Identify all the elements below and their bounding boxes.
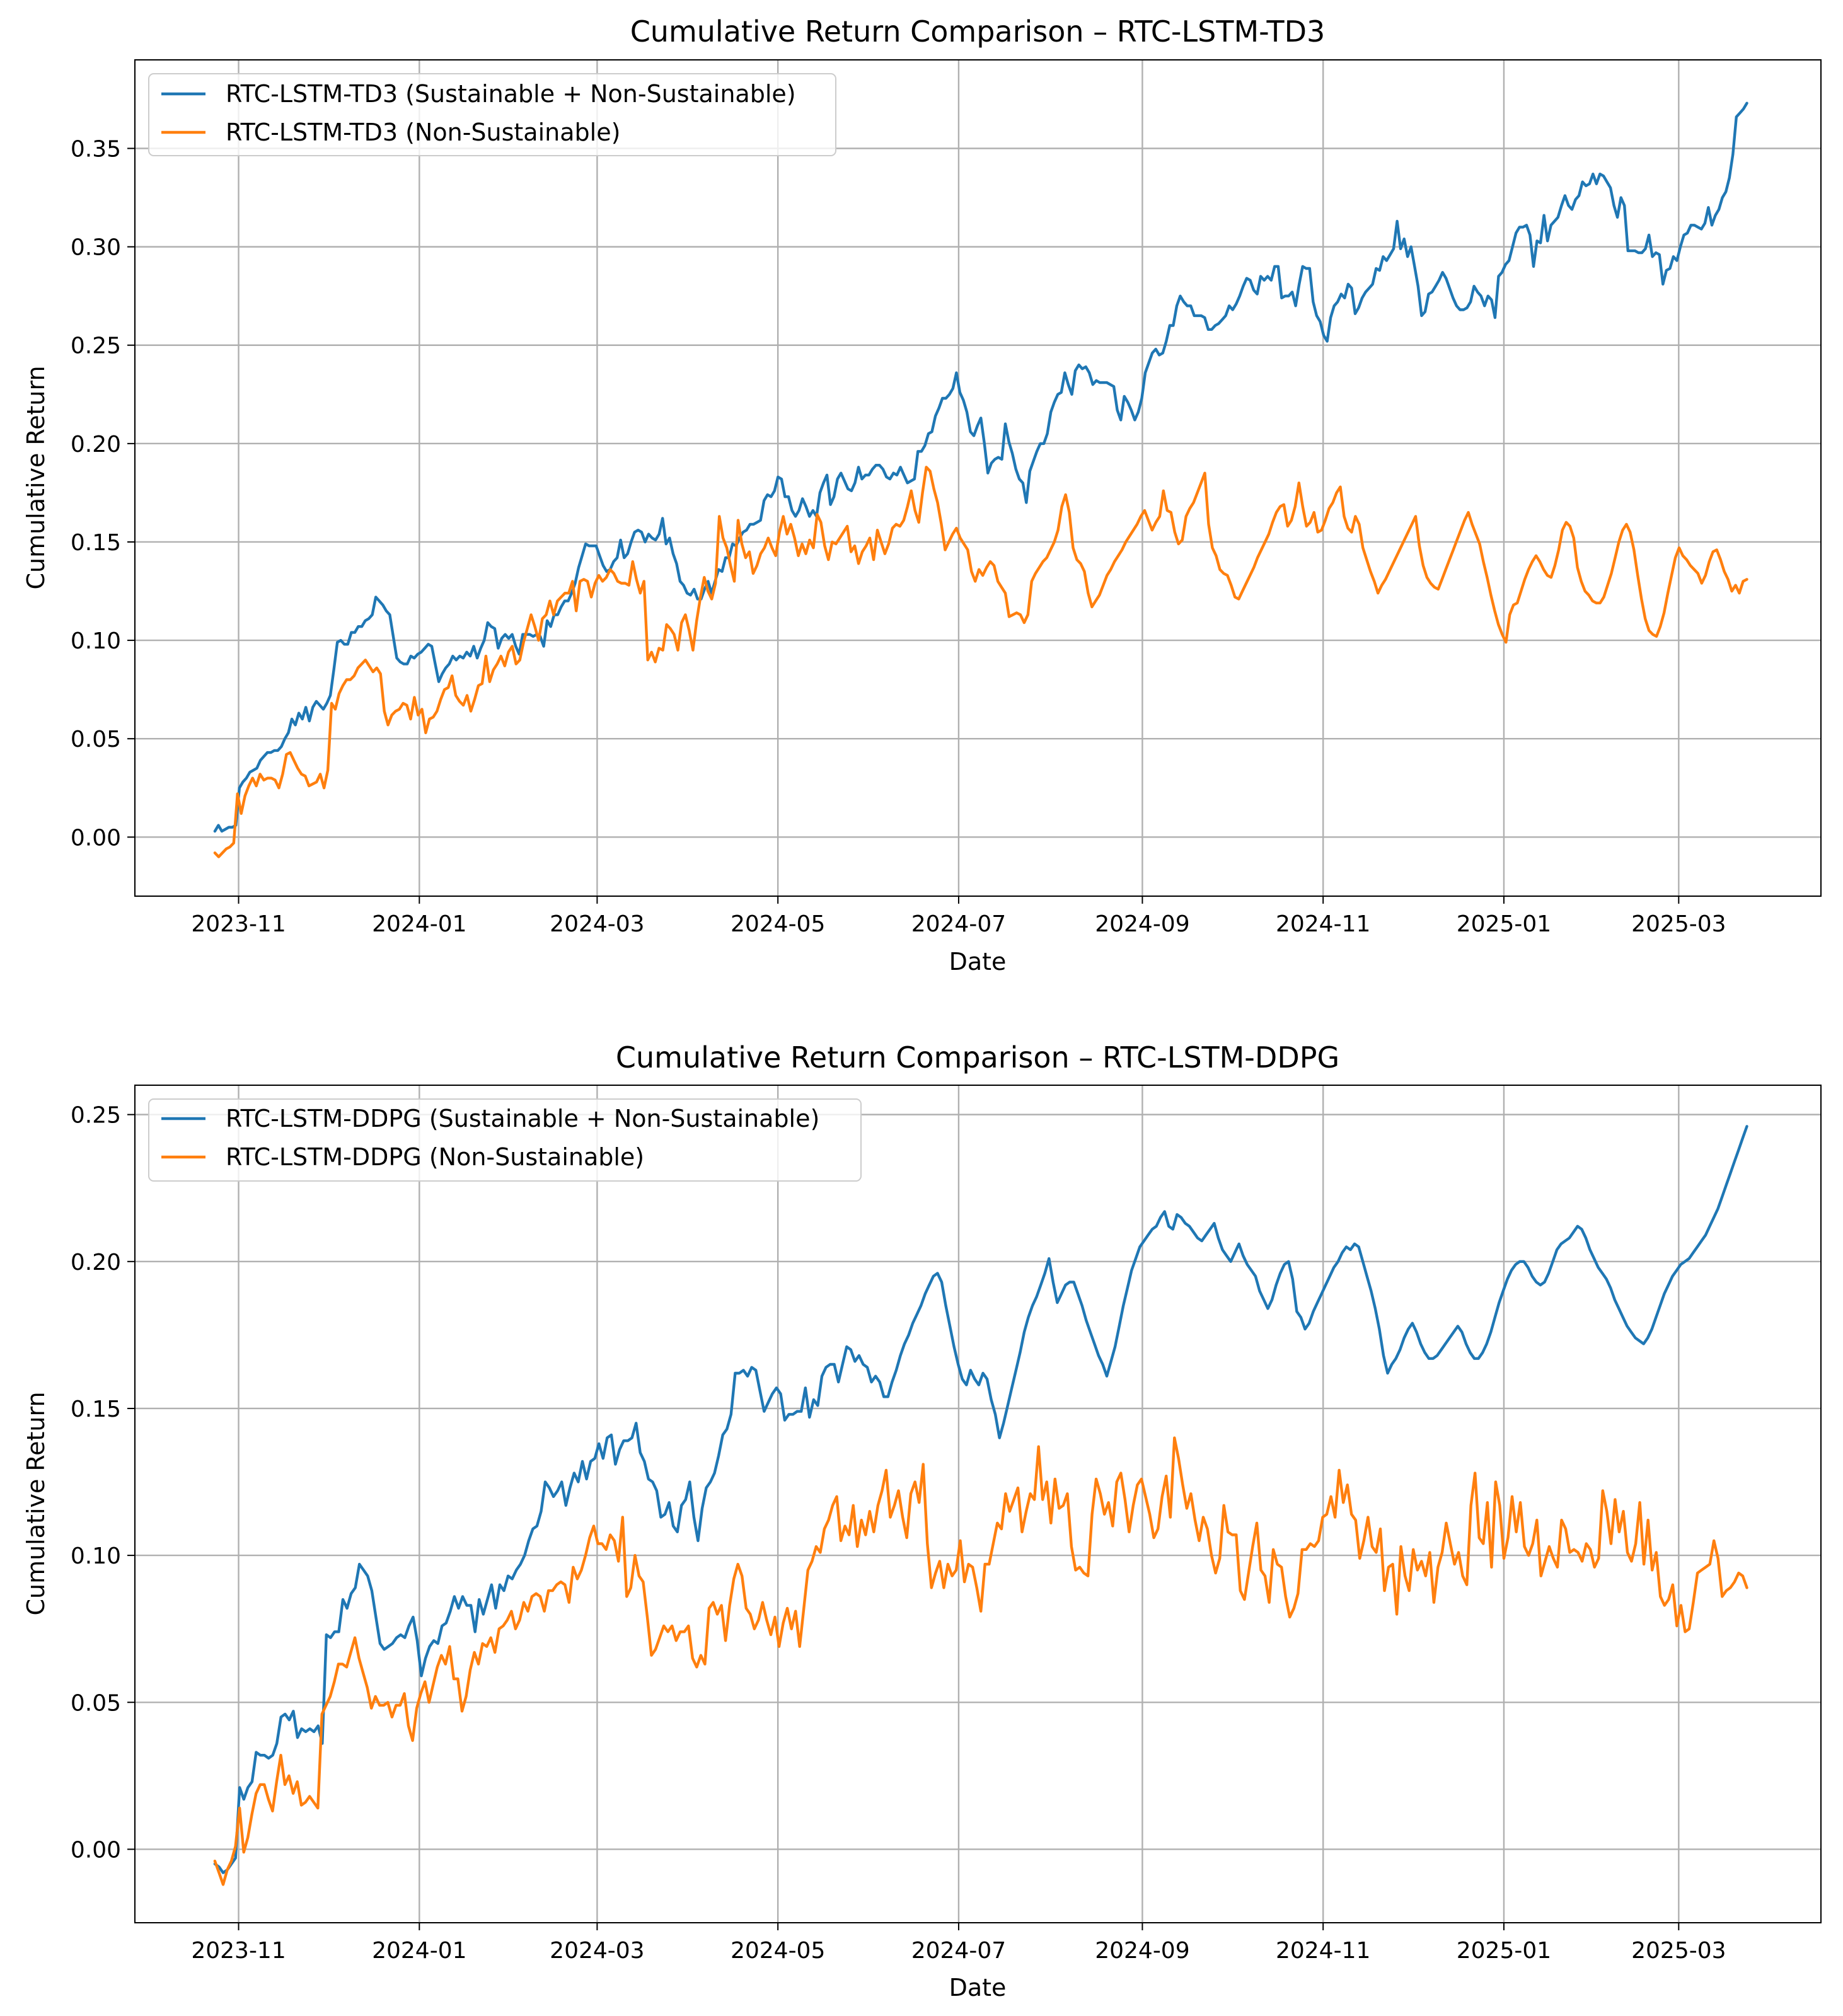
- td3-y-tick-label-5: 0.25: [71, 333, 121, 359]
- td3-y-tick-label-2: 0.10: [71, 628, 121, 654]
- td3-y-tick-label-7: 0.35: [71, 137, 121, 163]
- td3-y-tick-label-1: 0.05: [71, 727, 121, 752]
- td3-series-line-non-sustainable: [213, 466, 1748, 858]
- ddpg-legend: RTC-LSTM-DDPG (Sustainable + Non-Sustain…: [148, 1098, 862, 1182]
- td3-x-tick-label-2: 2024-03: [550, 911, 644, 937]
- ddpg-legend-label-combined: RTC-LSTM-DDPG (Sustainable + Non-Sustain…: [226, 1105, 819, 1132]
- td3-plot-area: [134, 59, 1822, 897]
- ddpg-y-tick-label-1: 0.05: [71, 1690, 121, 1716]
- ddpg-legend-label-non-sustainable: RTC-LSTM-DDPG (Non-Sustainable): [226, 1143, 644, 1171]
- td3-y-tick-label-4: 0.20: [71, 432, 121, 458]
- ddpg-x-tick-label-3: 2024-05: [731, 1938, 825, 1964]
- ddpg-x-tick-label-2: 2024-03: [550, 1938, 644, 1964]
- ddpg-x-tick-label-6: 2024-11: [1276, 1938, 1370, 1964]
- ddpg-legend-box: [148, 1098, 862, 1182]
- ddpg-x-tick-label-7: 2025-01: [1457, 1938, 1551, 1964]
- ddpg-y-axis-label: Cumulative Return: [22, 1391, 50, 1615]
- ddpg-chart-panel: Cumulative Return Comparison – RTC-LSTM-…: [22, 1040, 1822, 2002]
- td3-x-tick-label-0: 2023-11: [191, 911, 286, 937]
- td3-grid: [135, 60, 1821, 896]
- td3-x-tick-label-5: 2024-09: [1095, 911, 1189, 937]
- ddpg-y-tick-label-5: 0.25: [71, 1103, 121, 1129]
- td3-legend: RTC-LSTM-TD3 (Sustainable + Non-Sustaina…: [148, 73, 836, 156]
- ddpg-x-tick-label-8: 2025-03: [1631, 1938, 1726, 1964]
- ddpg-series: [213, 1125, 1748, 1886]
- td3-y-tick-label-6: 0.30: [71, 235, 121, 261]
- ddpg-x-tick-label-5: 2024-09: [1095, 1938, 1189, 1964]
- ddpg-series-line-combined: [213, 1125, 1748, 1874]
- ddpg-y-tick-label-0: 0.00: [71, 1837, 121, 1863]
- td3-x-tick-label-7: 2025-01: [1457, 911, 1551, 937]
- td3-y-axis-label: Cumulative Return: [22, 366, 50, 589]
- td3-x-tick-label-1: 2024-01: [372, 911, 466, 937]
- ddpg-y-tick-label-4: 0.20: [71, 1250, 121, 1276]
- td3-axis-ticks: 2023-11 2024-01 2024-03 2024-05 2024-07 2024-…: [71, 137, 1726, 937]
- td3-chart-title: Cumulative Return Comparison – RTC-LSTM-…: [630, 14, 1326, 49]
- ddpg-series-line-non-sustainable: [213, 1436, 1748, 1886]
- ddpg-y-tick-label-2: 0.10: [71, 1543, 121, 1569]
- ddpg-x-tick-label-1: 2024-01: [372, 1938, 466, 1964]
- ddpg-plot-area: [134, 1085, 1822, 1923]
- ddpg-x-axis-label: Date: [949, 1974, 1007, 2002]
- td3-series-line-combined: [213, 101, 1748, 833]
- ddpg-chart-title: Cumulative Return Comparison – RTC-LSTM-…: [616, 1040, 1339, 1074]
- td3-x-tick-label-4: 2024-07: [911, 911, 1006, 937]
- td3-legend-box: [148, 73, 836, 156]
- td3-series: [213, 101, 1748, 858]
- ddpg-x-tick-label-4: 2024-07: [911, 1938, 1006, 1964]
- ddpg-y-tick-label-3: 0.15: [71, 1397, 121, 1422]
- td3-x-tick-label-6: 2024-11: [1276, 911, 1370, 937]
- td3-y-tick-label-0: 0.00: [71, 825, 121, 851]
- td3-x-axis-label: Date: [949, 948, 1007, 976]
- td3-legend-label-combined: RTC-LSTM-TD3 (Sustainable + Non-Sustaina…: [226, 80, 796, 108]
- td3-x-tick-label-8: 2025-03: [1631, 911, 1726, 937]
- ddpg-axis-ticks: 2023-11 2024-01 2024-03 2024-05 2024-07 2024-…: [71, 1103, 1726, 1964]
- td3-legend-label-non-sustainable: RTC-LSTM-TD3 (Non-Sustainable): [226, 118, 620, 146]
- td3-chart-panel: Cumulative Return Comparison – RTC-LSTM-…: [22, 14, 1822, 976]
- td3-x-tick-label-3: 2024-05: [731, 911, 825, 937]
- td3-y-tick-label-3: 0.15: [71, 530, 121, 556]
- ddpg-x-tick-label-0: 2023-11: [191, 1938, 286, 1964]
